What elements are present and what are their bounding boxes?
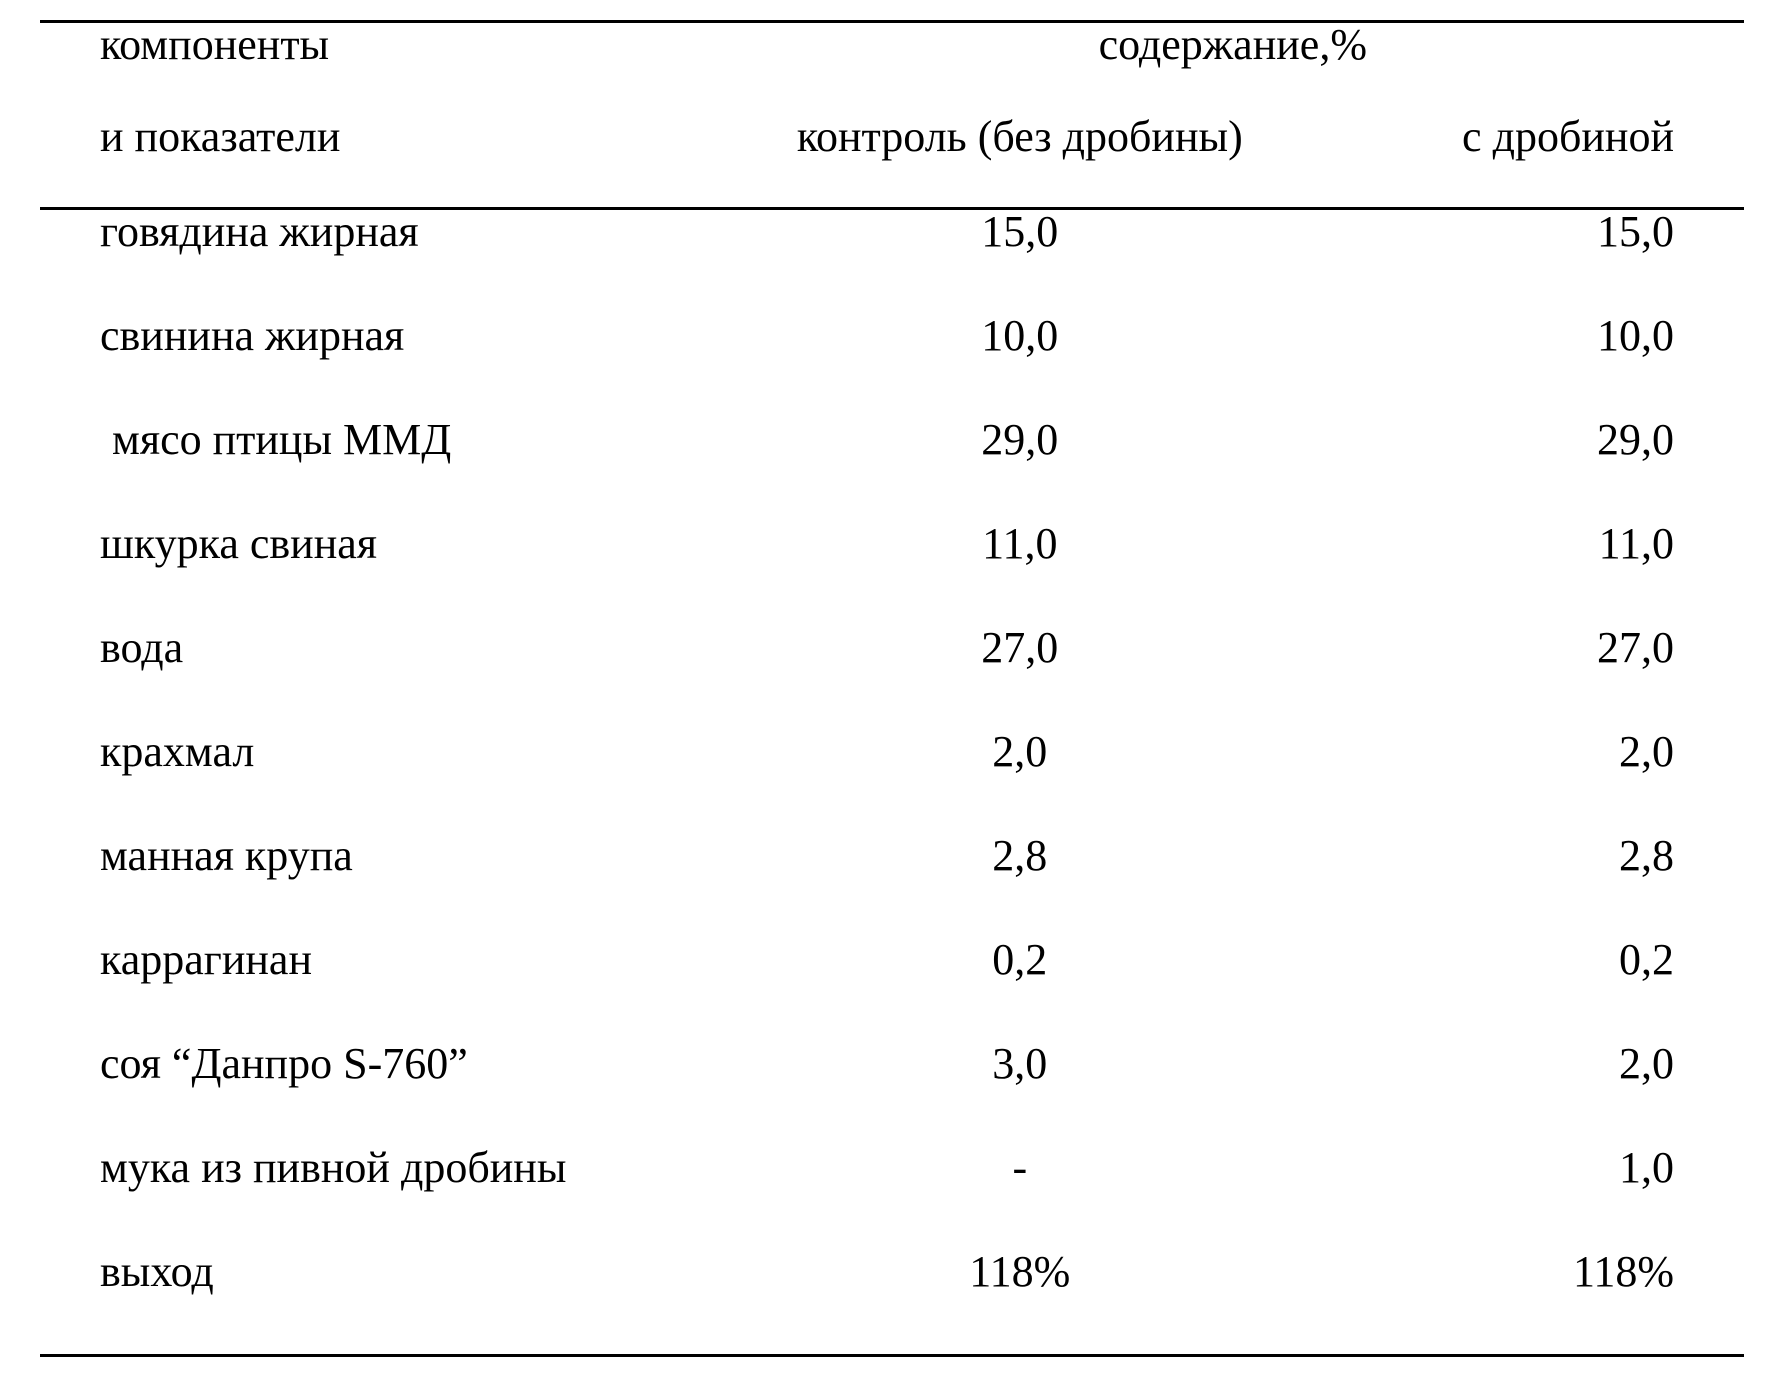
table-row: мука из пивной дробины - 1,0 xyxy=(40,1146,1744,1250)
cell-drobina: 118% xyxy=(1318,1250,1744,1356)
cell-drobina: 29,0 xyxy=(1318,418,1744,522)
cell-component: мука из пивной дробины xyxy=(40,1146,722,1250)
cell-component: крахмал xyxy=(40,730,722,834)
table-row: крахмал 2,0 2,0 xyxy=(40,730,1744,834)
cell-component: выход xyxy=(40,1250,722,1356)
table-row: манная крупа 2,8 2,8 xyxy=(40,834,1744,938)
table-header-row-1: компоненты содержание,% xyxy=(40,22,1744,116)
table-row: каррагинан 0,2 0,2 xyxy=(40,938,1744,1042)
table-header: компоненты содержание,% и показатели кон… xyxy=(40,22,1744,209)
composition-table: компоненты содержание,% и показатели кон… xyxy=(40,20,1744,1357)
table-row: вода 27,0 27,0 xyxy=(40,626,1744,730)
cell-control: 2,0 xyxy=(722,730,1318,834)
cell-control: 2,8 xyxy=(722,834,1318,938)
cell-drobina: 0,2 xyxy=(1318,938,1744,1042)
table-row: мясо птицы ММД 29,0 29,0 xyxy=(40,418,1744,522)
cell-drobina: 1,0 xyxy=(1318,1146,1744,1250)
header-control: контроль (без дробины) xyxy=(722,115,1318,209)
cell-component: говядина жирная xyxy=(40,209,722,315)
cell-control: 27,0 xyxy=(722,626,1318,730)
header-components-1: компоненты xyxy=(40,22,722,116)
cell-component: каррагинан xyxy=(40,938,722,1042)
cell-control: 3,0 xyxy=(722,1042,1318,1146)
table-header-row-2: и показатели контроль (без дробины) с др… xyxy=(40,115,1744,209)
cell-control: - xyxy=(722,1146,1318,1250)
table-row: говядина жирная 15,0 15,0 xyxy=(40,209,1744,315)
table-row: шкурка свиная 11,0 11,0 xyxy=(40,522,1744,626)
cell-control: 29,0 xyxy=(722,418,1318,522)
cell-control: 0,2 xyxy=(722,938,1318,1042)
header-content-pct: содержание,% xyxy=(722,22,1744,116)
cell-drobina: 2,8 xyxy=(1318,834,1744,938)
cell-drobina: 15,0 xyxy=(1318,209,1744,315)
table-row: соя “Данпро S-760” 3,0 2,0 xyxy=(40,1042,1744,1146)
cell-component: мясо птицы ММД xyxy=(40,418,722,522)
header-components-2: и показатели xyxy=(40,115,722,209)
cell-control: 11,0 xyxy=(722,522,1318,626)
page: компоненты содержание,% и показатели кон… xyxy=(0,0,1784,1384)
cell-drobina: 11,0 xyxy=(1318,522,1744,626)
table-row: свинина жирная 10,0 10,0 xyxy=(40,314,1744,418)
cell-component: манная крупа xyxy=(40,834,722,938)
cell-component: свинина жирная xyxy=(40,314,722,418)
cell-component: вода xyxy=(40,626,722,730)
cell-component: шкурка свиная xyxy=(40,522,722,626)
table-body: говядина жирная 15,0 15,0 свинина жирная… xyxy=(40,209,1744,1356)
cell-drobina: 10,0 xyxy=(1318,314,1744,418)
cell-drobina: 27,0 xyxy=(1318,626,1744,730)
cell-component: соя “Данпро S-760” xyxy=(40,1042,722,1146)
cell-drobina: 2,0 xyxy=(1318,1042,1744,1146)
header-with-drobina: с дробиной xyxy=(1318,115,1744,209)
cell-control: 10,0 xyxy=(722,314,1318,418)
cell-control: 118% xyxy=(722,1250,1318,1356)
cell-drobina: 2,0 xyxy=(1318,730,1744,834)
cell-control: 15,0 xyxy=(722,209,1318,315)
table-row: выход 118% 118% xyxy=(40,1250,1744,1356)
